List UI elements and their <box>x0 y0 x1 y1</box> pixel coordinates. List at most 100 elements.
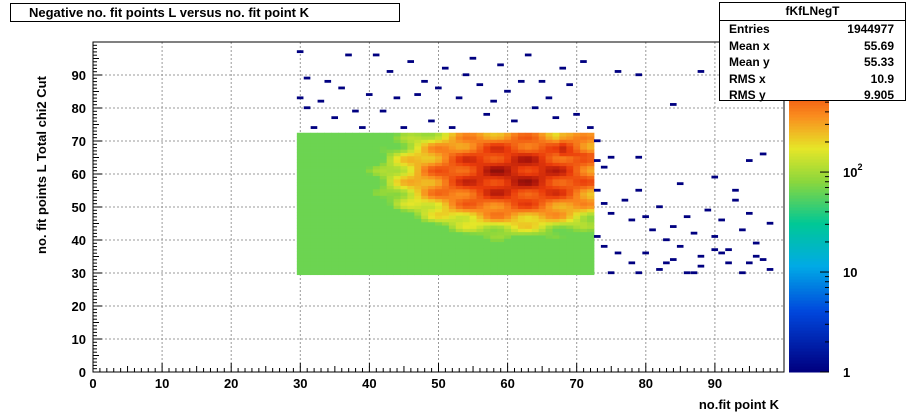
sparse-cell <box>365 93 373 96</box>
heatmap-cell <box>545 178 553 183</box>
heatmap-cell <box>393 244 401 249</box>
heatmap-cell <box>559 202 567 206</box>
heatmap-cell <box>587 248 595 252</box>
heatmap-cell <box>538 208 547 213</box>
heatmap-cell <box>345 145 353 150</box>
heatmap-cell <box>538 139 547 144</box>
heatmap-cell <box>490 238 498 243</box>
heatmap-cell <box>317 198 325 203</box>
heatmap-cell <box>428 241 436 246</box>
heatmap-cell <box>359 268 367 272</box>
heatmap-cell <box>448 172 457 177</box>
heatmap-cell <box>469 188 477 193</box>
heatmap-cell <box>580 192 588 196</box>
heatmap-cell <box>428 244 436 249</box>
heatmap-cell <box>587 208 595 213</box>
heatmap-cell <box>552 258 560 262</box>
heatmap-cell <box>524 235 533 239</box>
heatmap-cell <box>455 225 464 229</box>
heatmap-cell <box>504 149 512 153</box>
heatmap-cell <box>504 188 512 193</box>
heatmap-cell <box>414 211 422 216</box>
sparse-cell <box>663 261 670 265</box>
colorbar-band <box>789 291 829 295</box>
heatmap-cell <box>531 261 540 266</box>
heatmap-cell <box>352 162 360 167</box>
heatmap-cell <box>497 244 505 249</box>
sparse-cell <box>504 89 511 93</box>
heatmap-cell <box>531 159 540 163</box>
heatmap-cell <box>497 132 505 137</box>
heatmap-cell <box>483 195 491 200</box>
heatmap-cell <box>379 271 388 276</box>
x-tick-label: 0 <box>89 376 96 391</box>
heatmap-cell <box>545 241 553 246</box>
heatmap-cell <box>524 185 533 190</box>
heatmap-cell <box>365 169 374 173</box>
sparse-cell <box>476 83 484 87</box>
heatmap-cell <box>400 145 408 150</box>
x-tick-label: 90 <box>708 376 722 391</box>
heatmap-cell <box>317 254 325 259</box>
heatmap-cell <box>296 264 305 269</box>
heatmap-cell <box>531 211 540 216</box>
sparse-cell <box>317 99 325 103</box>
heatmap-cell <box>469 192 477 196</box>
heatmap-cell <box>317 145 325 150</box>
heatmap-cell <box>490 228 498 233</box>
heatmap-cell <box>407 244 415 249</box>
heatmap-cell <box>545 225 553 229</box>
y-tick-label: 40 <box>72 233 86 248</box>
heatmap-cell <box>497 251 505 256</box>
heatmap-cell <box>559 221 567 226</box>
heatmap-cell <box>490 188 498 193</box>
heatmap-cell <box>455 268 464 272</box>
heatmap-cell <box>421 172 429 177</box>
heatmap-cell <box>359 188 367 193</box>
heatmap-cell <box>469 211 477 216</box>
heatmap-cell <box>303 202 312 206</box>
heatmap-cell <box>552 221 560 226</box>
heatmap-cell <box>455 159 464 163</box>
heatmap-cell <box>441 221 450 226</box>
heatmap-cell <box>545 139 553 144</box>
heatmap-cell <box>517 136 526 140</box>
heatmap-cell <box>559 155 567 160</box>
heatmap-cell <box>338 165 346 170</box>
heatmap-cell <box>552 211 560 216</box>
heatmap-cell <box>345 225 353 229</box>
colorbar-band <box>789 336 829 340</box>
heatmap-cell <box>504 178 512 183</box>
heatmap-cell <box>365 235 374 239</box>
heatmap-cell <box>538 271 547 276</box>
stats-value: 10.9 <box>870 71 894 86</box>
heatmap-cell <box>379 254 388 259</box>
heatmap-cell <box>331 145 339 150</box>
heatmap-cell <box>587 202 595 206</box>
heatmap-cell <box>441 198 450 203</box>
heatmap-cell <box>455 169 464 173</box>
heatmap-cell <box>310 172 318 177</box>
heatmap-cell <box>296 149 305 153</box>
heatmap-cell <box>407 208 415 213</box>
heatmap-cell <box>428 162 436 167</box>
heatmap-cell <box>462 254 470 259</box>
stats-box: fKfLNegT Entries 1944977 Mean x 55.69 Me… <box>719 2 906 102</box>
heatmap-cell <box>393 175 401 180</box>
colorbar-band <box>789 312 829 316</box>
heatmap-cell <box>580 155 588 160</box>
heatmap-cell <box>338 215 346 219</box>
heatmap-cell <box>379 195 388 200</box>
sparse-cell <box>635 271 643 275</box>
colorbar-band <box>789 174 829 178</box>
heatmap-cell <box>379 162 388 167</box>
heatmap-cell <box>455 215 464 219</box>
heatmap-cell <box>345 152 353 157</box>
heatmap-cell <box>379 241 388 246</box>
heatmap-cell <box>476 215 484 219</box>
heatmap-cell <box>559 159 567 163</box>
heatmap-cell <box>393 211 401 216</box>
heatmap-cell <box>407 225 415 229</box>
heatmap-cell <box>483 145 491 150</box>
heatmap-cell <box>386 235 394 239</box>
